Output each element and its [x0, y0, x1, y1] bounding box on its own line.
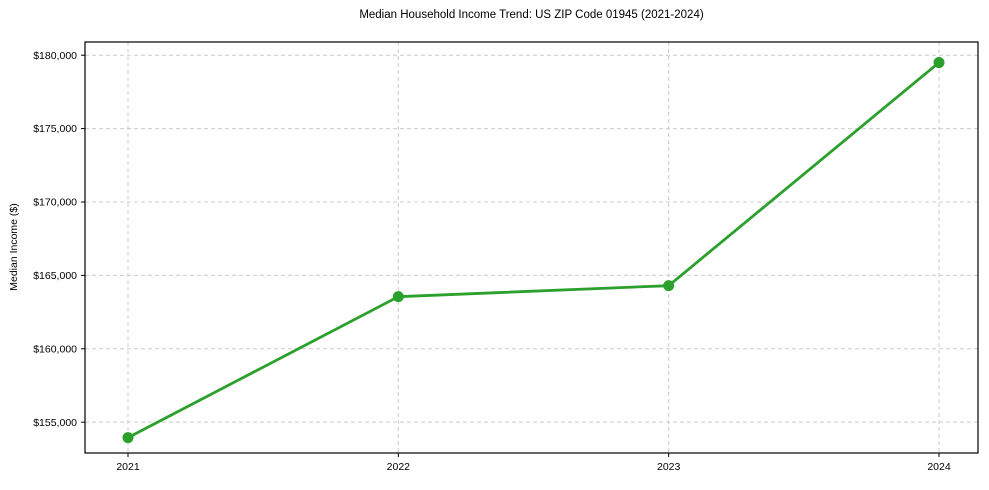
x-tick-label: 2024	[927, 461, 951, 473]
x-tick-label: 2021	[116, 461, 140, 473]
data-point	[392, 291, 404, 303]
data-point	[933, 57, 945, 69]
trend-line	[126, 61, 941, 439]
y-tick-label: $180,000	[33, 50, 77, 62]
plot-border	[84, 41, 979, 454]
chart-title: Median Household Income Trend: US ZIP Co…	[359, 9, 704, 21]
y-tick-label: $170,000	[33, 197, 77, 209]
data-point	[122, 432, 134, 444]
y-tick-label: $175,000	[33, 123, 77, 135]
y-tick-label: $155,000	[33, 417, 77, 429]
data-point	[663, 280, 675, 292]
y-tick-label: $160,000	[33, 343, 77, 355]
x-tick-label: 2022	[387, 461, 411, 473]
x-tick-label: 2023	[657, 461, 681, 473]
y-tick-label: $165,000	[33, 270, 77, 282]
